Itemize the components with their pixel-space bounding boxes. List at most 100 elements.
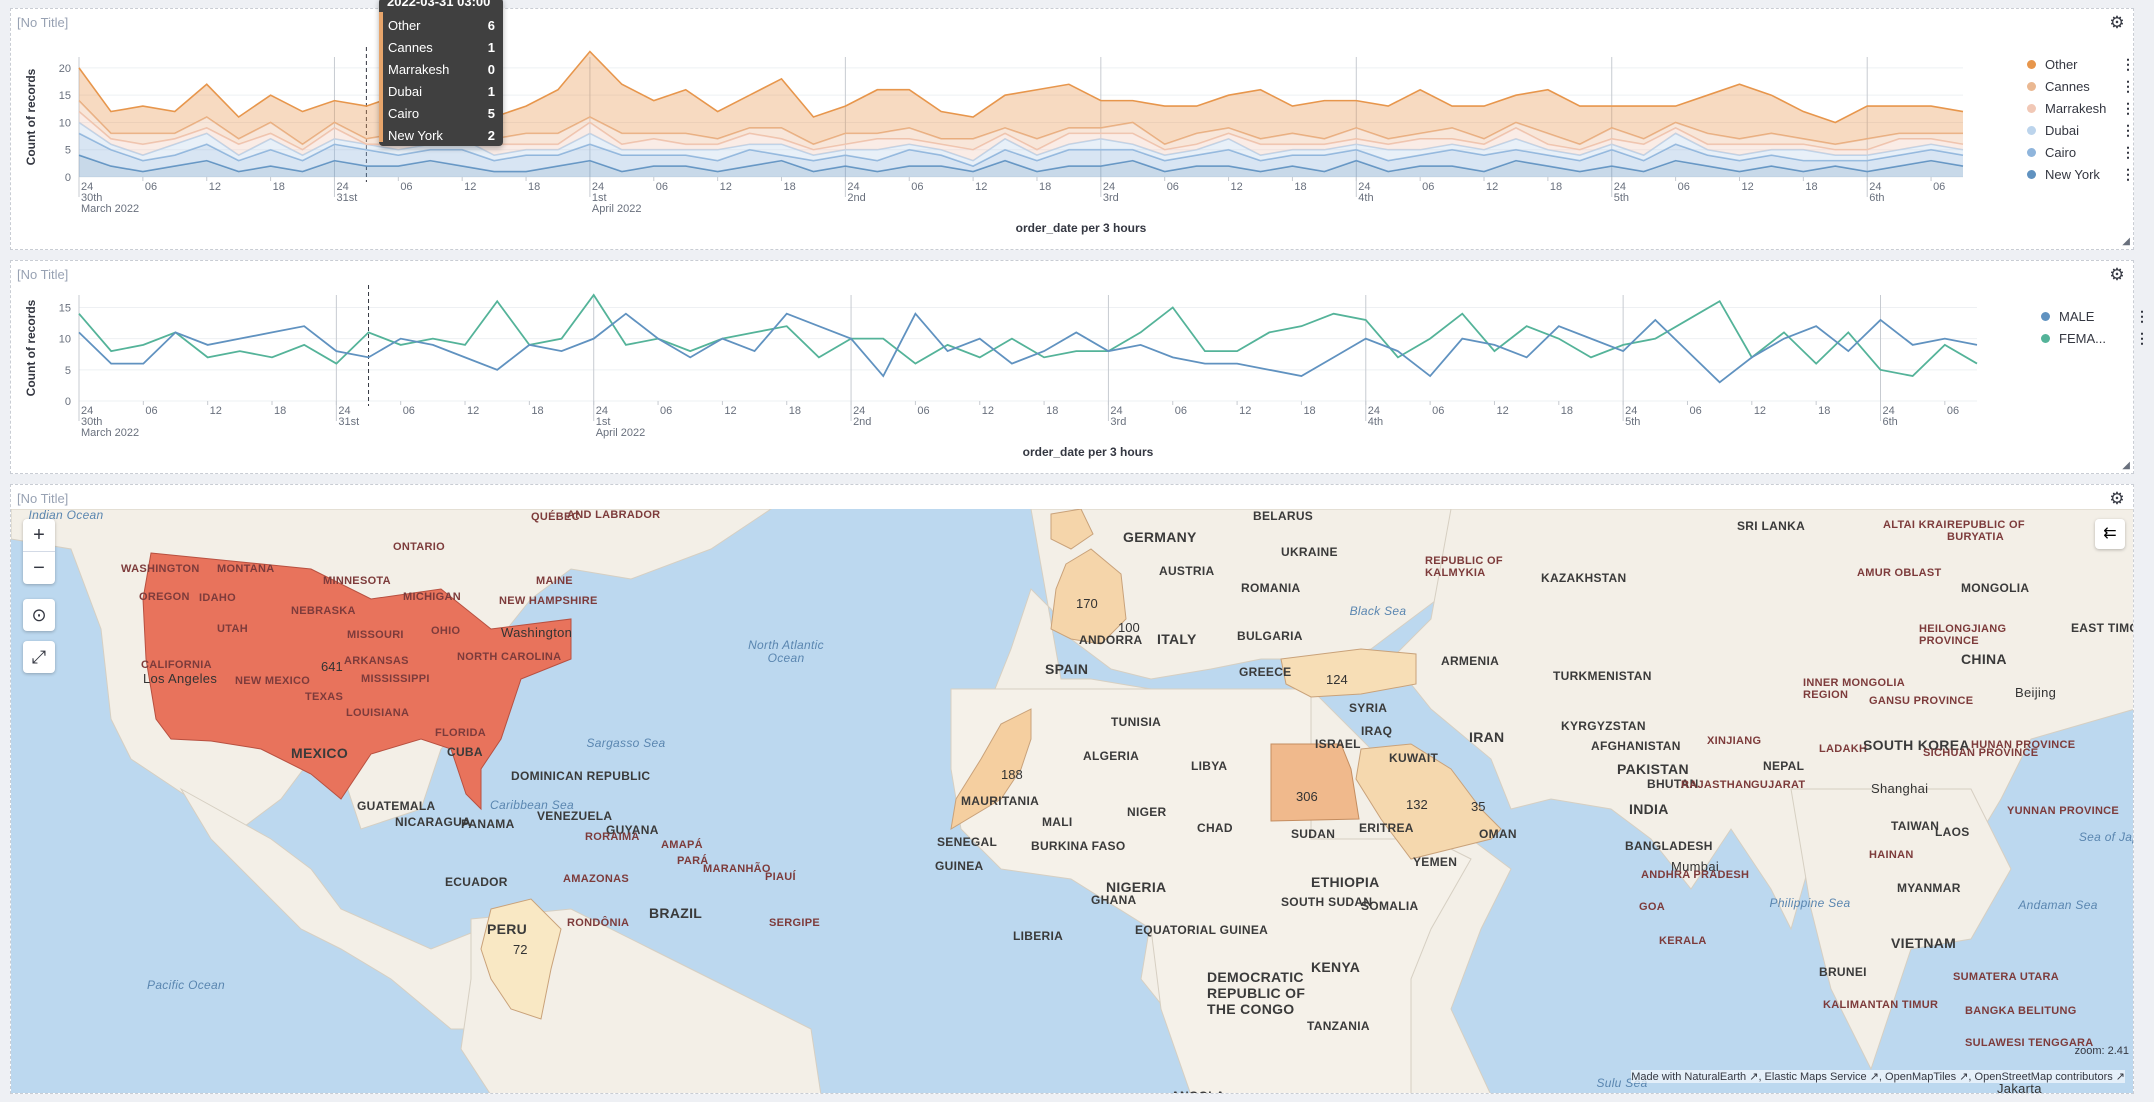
map-place-label: BANGLADESH — [1625, 839, 1713, 853]
map-place-label: IRAQ — [1361, 724, 1393, 738]
map-place-label: SOMALIA — [1361, 899, 1419, 913]
x-tick-month-label: March 2022 — [81, 427, 139, 439]
tooltip-label: Other — [388, 18, 421, 33]
x-tick-sublabel: 30th — [81, 416, 102, 428]
zoom-out-button[interactable]: − — [33, 556, 45, 579]
map-place-label: OMAN — [1479, 827, 1517, 841]
x-tick-sublabel: 4th — [1358, 192, 1373, 204]
x-tick-label: 12 — [724, 405, 736, 417]
legend-label: New York — [2045, 166, 2100, 182]
zoom-in-button[interactable]: + — [23, 519, 55, 552]
map-place-label: MALI — [1042, 815, 1073, 829]
legend-color-dot — [2027, 169, 2036, 179]
legend-item[interactable]: FEMA... ⋮ — [2041, 327, 2149, 349]
kebab-icon[interactable]: ⋮ — [2135, 307, 2149, 324]
map-place-label: ROMANIA — [1241, 581, 1301, 595]
kebab-icon[interactable]: ⋮ — [2121, 143, 2135, 160]
x-tick-sublabel: 5th — [1625, 416, 1640, 428]
gear-icon[interactable]: ⚙ — [2109, 489, 2125, 508]
map-place-label: MONTANA — [217, 563, 275, 575]
kebab-icon[interactable]: ⋮ — [2121, 99, 2135, 116]
legend-color-dot — [2041, 311, 2050, 321]
map-place-label: NEBRASKA — [291, 605, 356, 617]
legend-item[interactable]: MALE ⋮ — [2041, 305, 2149, 327]
map-place-label: NIGER — [1127, 805, 1167, 819]
x-tick-month-label: April 2022 — [592, 203, 642, 215]
legend-item[interactable]: Cannes ⋮ — [2027, 75, 2135, 97]
map-place-label: NEW MEXICO — [235, 675, 311, 687]
legend-item[interactable]: Dubai ⋮ — [2027, 119, 2135, 141]
chart-panel-cities: [No Title] ⚙ 0 5 10 15 20 Count of records 24 3… — [10, 8, 2135, 250]
map-place-label: BRAZIL — [649, 905, 703, 921]
map-place-label: BULGARIA — [1237, 629, 1303, 643]
x-tick-label: 24 — [1614, 181, 1626, 193]
y-tick-label: 15 — [59, 90, 71, 102]
kebab-icon[interactable]: ⋮ — [2135, 329, 2149, 346]
map-place-label: SYRIA — [1349, 701, 1388, 715]
x-tick-sublabel: 31st — [338, 416, 359, 428]
zoom-controls: + − — [23, 519, 55, 584]
legend-item[interactable]: Cairo ⋮ — [2027, 141, 2135, 163]
map-place-label: MAINE — [536, 575, 573, 587]
map-place-label: DOMINICAN REPUBLIC — [511, 769, 651, 783]
x-tick-label: 12 — [467, 405, 479, 417]
map-place-label: ANDORRA — [1079, 633, 1143, 647]
map-place-label: CHAD — [1197, 821, 1233, 835]
map-place-label: NICARAGUA — [395, 815, 472, 829]
map-place-label: BHUTAN — [1647, 777, 1699, 791]
map-place-label: ALTAI KRAI — [1883, 519, 1947, 531]
x-tick-sublabel: 5th — [1614, 192, 1629, 204]
map-place-label: Beijing — [2015, 685, 2057, 700]
map-place-label: PARÁ — [677, 855, 709, 867]
x-tick-label: 24 — [1358, 181, 1370, 193]
y-tick-label: 15 — [59, 302, 71, 314]
map-place-label: SENEGAL — [937, 835, 998, 849]
gear-icon[interactable]: ⚙ — [2109, 13, 2125, 32]
tooltip-header: 2022-03-31 03:00 — [387, 0, 491, 9]
map-place-label: ETHIOPIA — [1311, 874, 1380, 890]
map-place-label: LIBERIA — [1013, 929, 1064, 943]
map-place-label: CHINA — [1961, 651, 2007, 667]
x-tick-label: 06 — [1167, 181, 1179, 193]
line-series-male — [78, 312, 1978, 384]
map-place-label: SERGIPE — [769, 917, 821, 929]
x-axis-label: order_date per 3 hours — [1023, 445, 1154, 459]
map-place-label: NEPAL — [1763, 759, 1805, 773]
legend-item[interactable]: Other ⋮ — [2027, 53, 2135, 75]
legend-item[interactable]: New York ⋮ — [2027, 163, 2135, 185]
map-attribution[interactable]: Made with NaturalEarth ↗, Elastic Maps S… — [1631, 1070, 2125, 1083]
tooltip-row: Dubai 1 — [379, 81, 503, 103]
map-place-label: Indian Ocean — [28, 509, 104, 522]
kebab-icon[interactable]: ⋮ — [2121, 121, 2135, 138]
map-place-label: BRUNEI — [1819, 965, 1867, 979]
layer-control-button[interactable]: ⇇ — [2095, 519, 2125, 549]
chart-legend: Other ⋮ Cannes ⋮ Marrakesh ⋮ Dubai ⋮ Cairo ⋮ New Y… — [2027, 53, 2135, 185]
x-tick-month-label: March 2022 — [81, 203, 139, 215]
resize-handle-icon[interactable]: ◢ — [2122, 236, 2130, 247]
chart-tooltip: 2022-03-31 03:00 Other 6 Cannes 1 Marrakesh 0… — [379, 0, 503, 146]
map-place-label: MAURITANIA — [961, 794, 1040, 808]
map-place-label: PERU — [487, 921, 528, 937]
kebab-icon[interactable]: ⋮ — [2121, 165, 2135, 182]
legend-color-dot — [2027, 125, 2036, 135]
map-place-label: WASHINGTON — [121, 563, 200, 575]
x-tick-label: 24 — [1882, 405, 1894, 417]
area-series-cairo — [79, 133, 1963, 172]
map-place-label: ONTARIO — [393, 541, 446, 553]
legend-item[interactable]: Marrakesh ⋮ — [2027, 97, 2135, 119]
fullscreen-button[interactable]: ⤢ — [23, 641, 55, 673]
kebab-icon[interactable]: ⋮ — [2121, 55, 2135, 72]
x-tick-label: 24 — [1869, 181, 1881, 193]
kebab-icon[interactable]: ⋮ — [2121, 77, 2135, 94]
resize-handle-icon[interactable]: ◢ — [2122, 460, 2130, 471]
x-tick-label: 18 — [1561, 405, 1573, 417]
tooltip-row: Cannes 1 — [379, 37, 503, 59]
y-tick-label: 10 — [59, 334, 71, 346]
map-place-label: SPAIN — [1045, 661, 1089, 677]
map-canvas[interactable]: 641 306 188 170 132 124 100 72 35 QUÉBEC AND LABR… — [11, 509, 2133, 1093]
country-count-label: 72 — [513, 942, 528, 957]
gear-icon[interactable]: ⚙ — [2109, 265, 2125, 284]
recenter-button[interactable]: ⊙ — [23, 599, 55, 631]
